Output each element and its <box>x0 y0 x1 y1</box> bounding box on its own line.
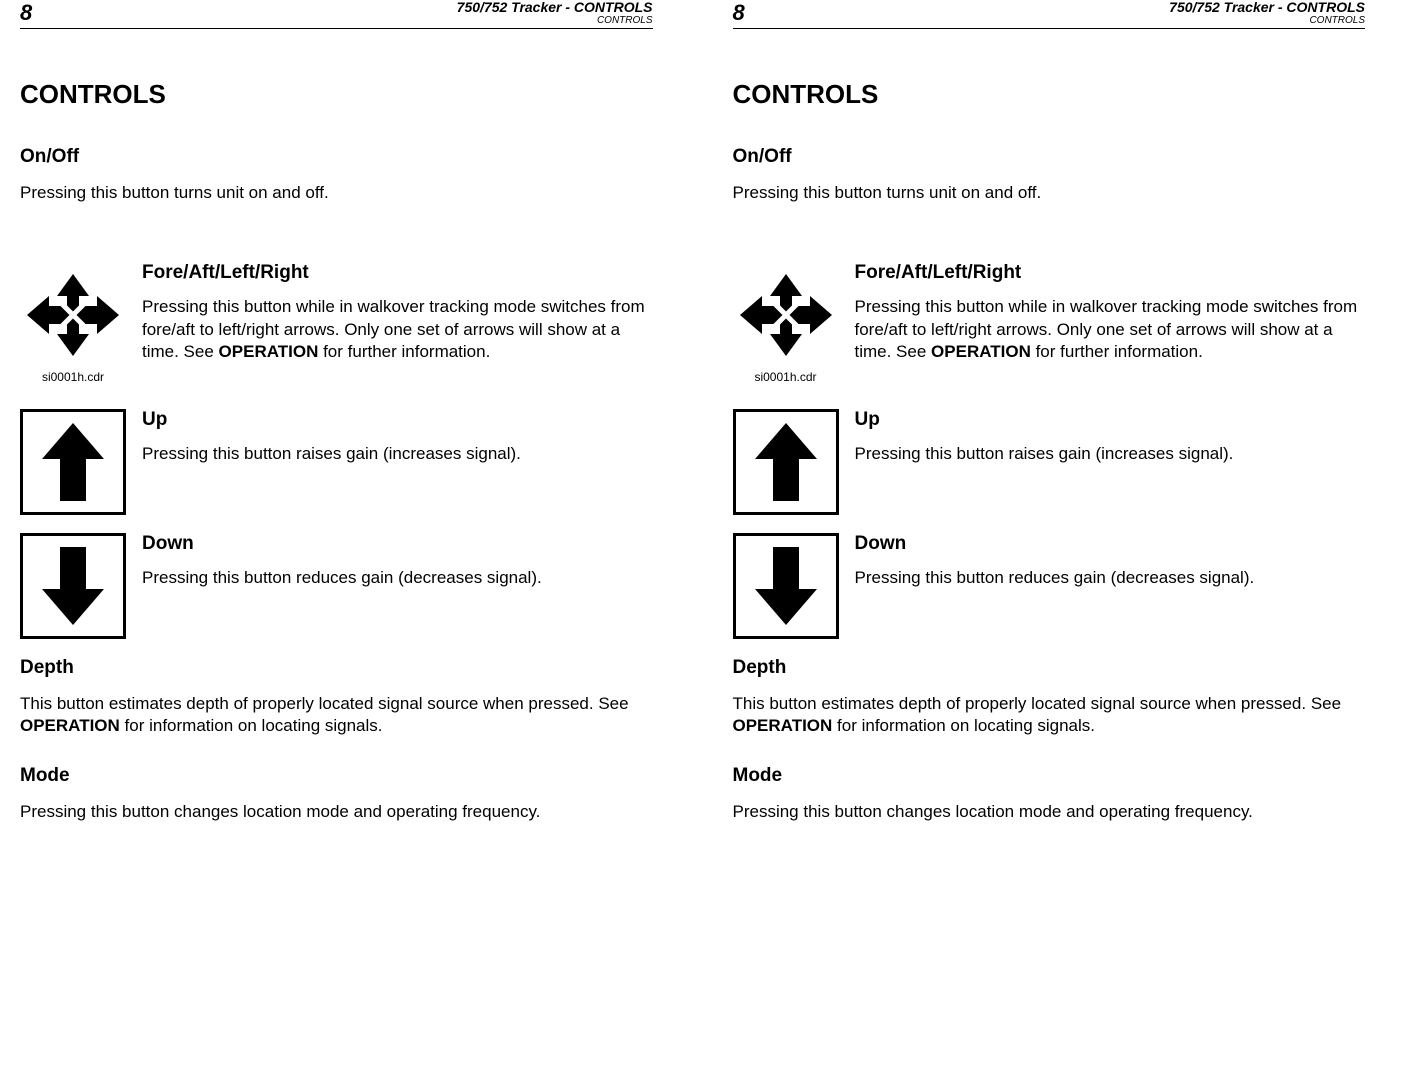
up-heading: Up <box>855 409 1366 431</box>
down-arrow-icon <box>20 533 126 639</box>
up-row: Up Pressing this button raises gain (inc… <box>733 409 1366 515</box>
page-number: 8 <box>20 0 32 26</box>
page-header: 8 750/752 Tracker - CONTROLS CONTROLS <box>20 0 653 29</box>
onoff-heading: On/Off <box>733 146 1366 168</box>
up-row: Up Pressing this button raises gain (inc… <box>20 409 653 515</box>
down-text: Pressing this button reduces gain (decre… <box>142 567 653 589</box>
fore-icon-caption: si0001h.cdr <box>20 370 126 384</box>
down-text: Pressing this button reduces gain (decre… <box>855 567 1366 589</box>
mode-heading: Mode <box>20 765 653 787</box>
header-title: 750/752 Tracker - CONTROLS <box>1169 0 1365 15</box>
header-subtitle: CONTROLS <box>457 15 653 26</box>
fore-text-block: Fore/Aft/Left/Right Pressing this button… <box>142 262 653 390</box>
fore-text: Pressing this button while in walkover t… <box>142 296 653 362</box>
up-icon-box <box>20 409 126 515</box>
up-text-block: Up Pressing this button raises gain (inc… <box>855 409 1366 493</box>
mode-heading: Mode <box>733 765 1366 787</box>
down-row: Down Pressing this button reduces gain (… <box>20 533 653 639</box>
up-arrow-icon <box>733 409 839 515</box>
down-icon-box <box>733 533 839 639</box>
fore-heading: Fore/Aft/Left/Right <box>142 262 653 284</box>
up-text: Pressing this button raises gain (increa… <box>855 443 1366 465</box>
main-heading: CONTROLS <box>733 79 1366 110</box>
depth-text-a: This button estimates depth of properly … <box>20 694 629 713</box>
depth-text-b: for information on locating signals. <box>832 716 1095 735</box>
depth-text-b: for information on locating signals. <box>120 716 383 735</box>
fore-text: Pressing this button while in walkover t… <box>855 296 1366 362</box>
fore-row: si0001h.cdr Fore/Aft/Left/Right Pressing… <box>733 262 1366 390</box>
header-right: 750/752 Tracker - CONTROLS CONTROLS <box>457 0 653 26</box>
page-left: 8 750/752 Tracker - CONTROLS CONTROLS CO… <box>0 0 713 1088</box>
page-number: 8 <box>733 0 745 26</box>
up-arrow-icon <box>20 409 126 515</box>
up-icon-box <box>733 409 839 515</box>
fore-icon-box: si0001h.cdr <box>733 262 839 384</box>
page-right: 8 750/752 Tracker - CONTROLS CONTROLS CO… <box>713 0 1425 1088</box>
fore-text-bold: OPERATION <box>219 342 319 361</box>
fore-icon-caption: si0001h.cdr <box>733 370 839 384</box>
header-right: 750/752 Tracker - CONTROLS CONTROLS <box>1169 0 1365 26</box>
depth-text-bold: OPERATION <box>20 716 120 735</box>
depth-text: This button estimates depth of properly … <box>733 693 1366 737</box>
down-icon-box <box>20 533 126 639</box>
depth-heading: Depth <box>20 657 653 679</box>
fore-text-block: Fore/Aft/Left/Right Pressing this button… <box>855 262 1366 390</box>
mode-text: Pressing this button changes location mo… <box>20 801 653 823</box>
page-header: 8 750/752 Tracker - CONTROLS CONTROLS <box>733 0 1366 29</box>
down-text-block: Down Pressing this button reduces gain (… <box>855 533 1366 617</box>
main-heading: CONTROLS <box>20 79 653 110</box>
fore-text-b: for further information. <box>1031 342 1203 361</box>
onoff-text: Pressing this button turns unit on and o… <box>20 182 653 204</box>
depth-text-a: This button estimates depth of properly … <box>733 694 1342 713</box>
up-heading: Up <box>142 409 653 431</box>
fore-text-b: for further information. <box>318 342 490 361</box>
onoff-heading: On/Off <box>20 146 653 168</box>
depth-text: This button estimates depth of properly … <box>20 693 653 737</box>
up-text-block: Up Pressing this button raises gain (inc… <box>142 409 653 493</box>
fore-aft-icon <box>20 262 126 368</box>
down-row: Down Pressing this button reduces gain (… <box>733 533 1366 639</box>
down-text-block: Down Pressing this button reduces gain (… <box>142 533 653 617</box>
header-title: 750/752 Tracker - CONTROLS <box>457 0 653 15</box>
down-heading: Down <box>855 533 1366 555</box>
fore-row: si0001h.cdr Fore/Aft/Left/Right Pressing… <box>20 262 653 390</box>
onoff-text: Pressing this button turns unit on and o… <box>733 182 1366 204</box>
fore-heading: Fore/Aft/Left/Right <box>855 262 1366 284</box>
down-arrow-icon <box>733 533 839 639</box>
fore-icon-box: si0001h.cdr <box>20 262 126 384</box>
header-subtitle: CONTROLS <box>1169 15 1365 26</box>
depth-text-bold: OPERATION <box>733 716 833 735</box>
mode-text: Pressing this button changes location mo… <box>733 801 1366 823</box>
fore-text-bold: OPERATION <box>931 342 1031 361</box>
down-heading: Down <box>142 533 653 555</box>
depth-heading: Depth <box>733 657 1366 679</box>
fore-aft-icon <box>733 262 839 368</box>
up-text: Pressing this button raises gain (increa… <box>142 443 653 465</box>
